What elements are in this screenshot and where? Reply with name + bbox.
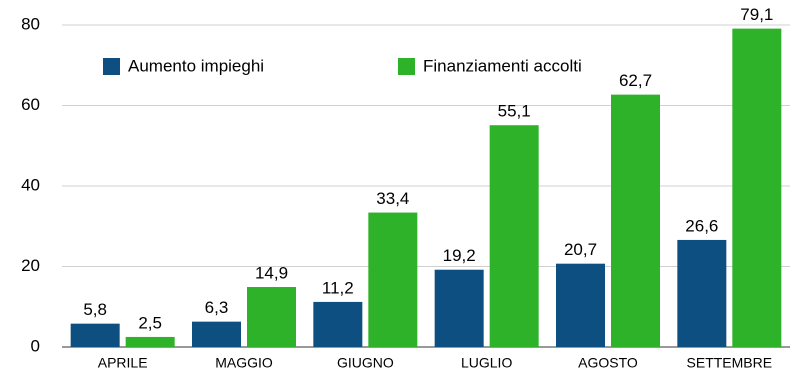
bar (677, 239, 727, 347)
value-label: 26,6 (685, 216, 718, 235)
value-label: 79,1 (740, 5, 773, 24)
x-tick-label: AGOSTO (578, 355, 638, 371)
bar (313, 301, 363, 347)
x-tick-label: MAGGIO (215, 355, 273, 371)
bar (192, 321, 241, 347)
value-label: 20,7 (564, 240, 597, 259)
value-label: 62,7 (619, 71, 652, 90)
value-label: 55,1 (498, 102, 531, 121)
y-tick-label: 0 (31, 336, 40, 355)
y-tick-label: 40 (21, 175, 40, 194)
y-tick-label: 60 (21, 95, 40, 114)
value-label: 14,9 (255, 264, 288, 283)
bar (70, 323, 120, 347)
legend-label: Finanziamenti accolti (423, 56, 582, 75)
legend-swatch (103, 58, 120, 75)
value-label: 5,8 (83, 300, 107, 319)
bar (732, 28, 782, 348)
legend-label: Aumento impieghi (128, 56, 264, 75)
x-tick-label: LUGLIO (461, 355, 512, 371)
bar (434, 269, 484, 347)
bar (489, 125, 539, 347)
bar (368, 212, 418, 347)
bar (611, 94, 660, 347)
x-tick-label: APRILE (98, 355, 148, 371)
bar (247, 287, 296, 347)
value-label: 33,4 (376, 189, 409, 208)
value-label: 2,5 (138, 313, 162, 332)
value-label: 11,2 (322, 278, 354, 297)
value-label: 19,2 (443, 246, 476, 265)
x-tick-label: GIUGNO (337, 355, 394, 371)
legend-swatch (398, 58, 415, 75)
x-tick-label: SETTEMBRE (687, 355, 773, 371)
bar (556, 263, 605, 347)
bar (125, 336, 175, 347)
y-tick-label: 20 (21, 256, 40, 275)
value-label: 6,3 (205, 298, 229, 317)
y-tick-label: 80 (21, 14, 40, 33)
